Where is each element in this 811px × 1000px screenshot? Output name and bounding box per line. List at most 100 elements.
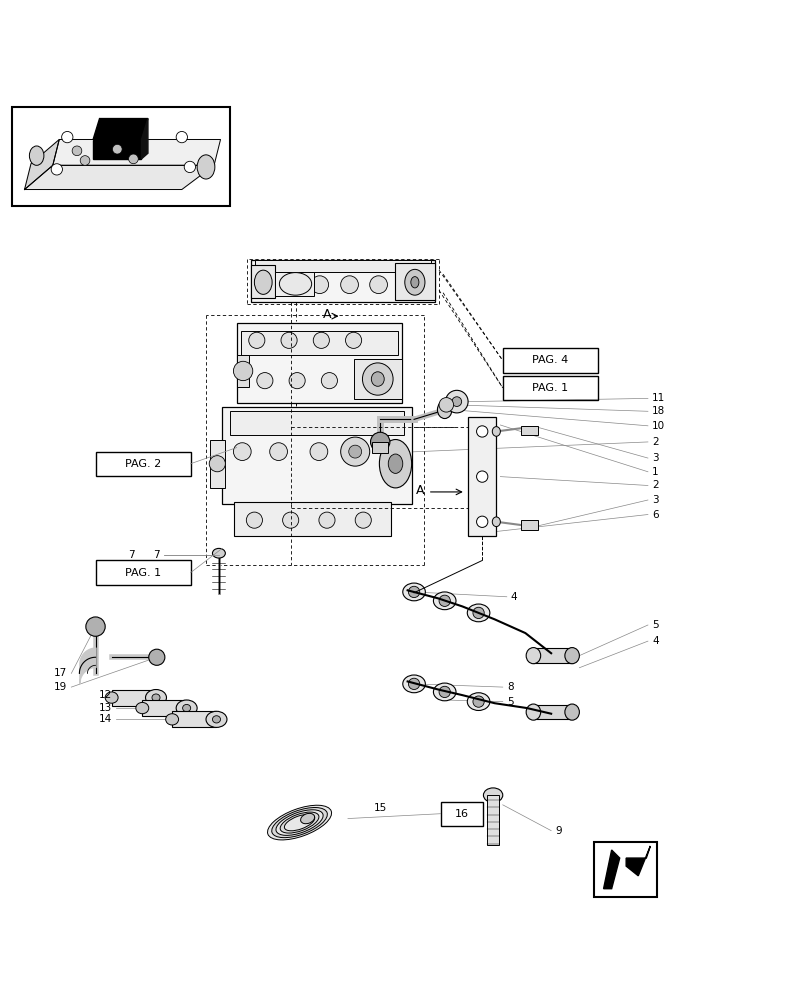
Bar (533, 705, 572, 719)
Text: 14: 14 (98, 714, 111, 724)
Circle shape (369, 276, 387, 294)
Circle shape (452, 397, 461, 406)
Ellipse shape (145, 690, 166, 706)
Ellipse shape (433, 683, 456, 701)
Polygon shape (93, 119, 148, 140)
Bar (230, 411, 403, 435)
Polygon shape (603, 850, 619, 889)
Bar (371, 442, 388, 453)
Bar (467, 417, 496, 536)
Ellipse shape (279, 273, 311, 295)
Ellipse shape (182, 704, 191, 712)
Bar (12, 107, 230, 206)
Polygon shape (24, 165, 214, 190)
Bar (502, 348, 597, 373)
Circle shape (112, 144, 122, 154)
Circle shape (281, 332, 297, 348)
Circle shape (289, 373, 305, 389)
Ellipse shape (197, 155, 215, 179)
Text: 4: 4 (510, 592, 517, 602)
Bar (172, 711, 217, 727)
Ellipse shape (212, 548, 225, 558)
Circle shape (248, 332, 264, 348)
Polygon shape (625, 846, 650, 876)
Bar (222, 407, 411, 504)
Ellipse shape (371, 372, 384, 386)
Text: 1: 1 (651, 467, 658, 477)
Text: 7: 7 (153, 550, 160, 560)
Circle shape (439, 595, 450, 606)
Circle shape (439, 686, 450, 698)
Ellipse shape (437, 401, 452, 419)
Text: 9: 9 (555, 826, 561, 836)
Ellipse shape (284, 814, 315, 831)
Polygon shape (141, 119, 148, 159)
Circle shape (246, 512, 262, 528)
Text: 10: 10 (651, 421, 664, 431)
Bar (96, 452, 191, 476)
Ellipse shape (388, 454, 402, 473)
Text: 3: 3 (651, 495, 658, 505)
Text: 13: 13 (98, 703, 111, 713)
Ellipse shape (272, 808, 327, 838)
Bar (394, 263, 435, 300)
Bar (502, 376, 597, 400)
Circle shape (176, 131, 187, 143)
Bar (353, 359, 401, 399)
Ellipse shape (135, 702, 148, 714)
Text: 2: 2 (651, 480, 658, 490)
Circle shape (233, 443, 251, 460)
Ellipse shape (564, 704, 579, 720)
Circle shape (345, 332, 361, 348)
Circle shape (354, 512, 371, 528)
Text: A: A (322, 308, 331, 321)
Text: 3: 3 (651, 453, 658, 463)
Bar (210, 440, 225, 488)
Ellipse shape (362, 363, 393, 395)
Bar (142, 700, 187, 716)
Circle shape (472, 696, 483, 707)
Circle shape (184, 161, 195, 173)
Text: 17: 17 (54, 668, 67, 678)
Ellipse shape (526, 704, 540, 720)
Circle shape (319, 512, 335, 528)
Circle shape (476, 426, 487, 437)
Text: PAG. 2: PAG. 2 (125, 459, 161, 469)
Circle shape (86, 617, 105, 636)
Text: 5: 5 (651, 620, 658, 630)
Ellipse shape (300, 813, 314, 824)
Ellipse shape (379, 440, 411, 488)
Circle shape (62, 131, 73, 143)
Text: PAG. 1: PAG. 1 (532, 383, 568, 393)
Ellipse shape (491, 427, 500, 436)
Text: 15: 15 (373, 803, 387, 813)
Text: 16: 16 (454, 809, 468, 819)
Bar (520, 520, 538, 530)
Bar (593, 842, 656, 897)
Bar (440, 802, 482, 826)
Circle shape (80, 156, 90, 165)
Circle shape (311, 276, 328, 294)
Ellipse shape (254, 270, 272, 294)
Bar (251, 265, 275, 298)
Ellipse shape (466, 693, 489, 710)
Polygon shape (93, 140, 141, 159)
Text: 4: 4 (651, 636, 658, 646)
Circle shape (370, 432, 389, 452)
Polygon shape (53, 140, 221, 165)
Circle shape (128, 154, 138, 164)
Polygon shape (24, 140, 59, 190)
Circle shape (281, 276, 298, 294)
Ellipse shape (165, 714, 178, 725)
Bar (111, 690, 156, 706)
Text: 2: 2 (651, 437, 658, 447)
Ellipse shape (176, 700, 197, 716)
Bar (240, 331, 397, 355)
Circle shape (472, 607, 483, 619)
Circle shape (408, 586, 419, 598)
Circle shape (310, 443, 328, 460)
Text: 12: 12 (98, 690, 111, 700)
Ellipse shape (564, 648, 579, 664)
Circle shape (72, 146, 82, 156)
Bar (234, 502, 391, 536)
